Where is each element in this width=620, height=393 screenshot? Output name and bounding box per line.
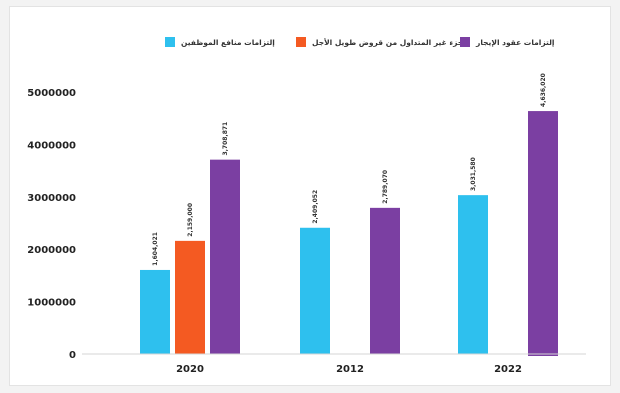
y-tick-label: 0 [69,350,76,361]
data-label: 2,409,052 [312,190,319,224]
data-label: 1,604,021 [152,232,159,266]
data-label: 4,636,020 [540,73,547,107]
bar-2-2012 [370,207,400,354]
y-tick-label: 3000000 [27,193,76,204]
x-axis: 2020 2012 2022 [82,353,586,375]
legend-swatch [296,37,306,47]
y-tick-label: 2000000 [27,245,76,256]
bar-2-2022 [528,111,558,356]
bar-0-2012 [300,227,330,354]
bar-0-2020 [140,269,170,354]
y-tick-label: 4000000 [27,140,76,151]
data-label: 2,159,000 [187,203,194,237]
bar-1-2020 [175,240,205,354]
data-label: 3,031,580 [470,157,477,191]
chart-legend: إلتزامات منافع الموظفين الجزء غير المتداو… [165,37,555,47]
y-tick-label: 5000000 [27,88,76,99]
legend-label: إلتزامات منافع الموظفين [181,38,275,47]
data-label: 3,708,871 [222,122,229,156]
x-tick-label: 2012 [336,364,364,375]
legend-swatch [165,37,175,47]
x-tick-label: 2020 [176,364,204,375]
bars: 1,604,021 2,159,000 3,708,871 2,409,052 2,78… [140,73,558,356]
bar-2-2020 [210,159,240,354]
legend-swatch [460,37,470,47]
x-tick-label: 2022 [494,364,522,375]
y-tick-label: 1000000 [27,298,76,309]
bar-0-2022 [458,195,488,354]
legend-label: إلتزامات عقود الإيجار [475,38,555,47]
legend-label: الجزء غير المتداول من قروض طويل الأجل [312,38,469,47]
data-label: 2,789,070 [382,170,389,204]
y-axis: 0 1000000 2000000 3000000 4000000 5000000 [27,88,76,361]
